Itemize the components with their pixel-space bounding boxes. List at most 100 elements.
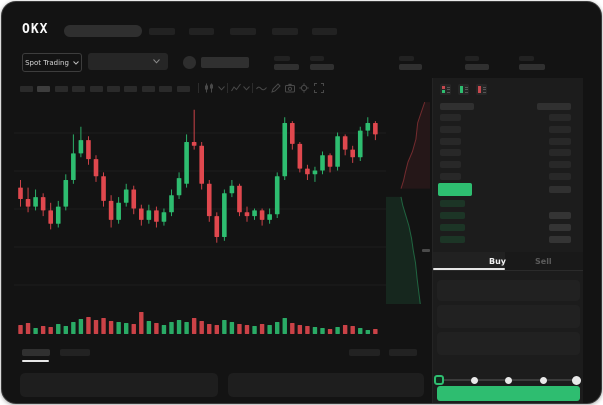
- chevron-down-icon: [153, 59, 160, 64]
- ob-bid-row-amount: [549, 236, 571, 243]
- chevron-down-icon[interactable]: [243, 86, 250, 91]
- pair-name-placeholder: [201, 57, 249, 68]
- ob-bid-row-price: [440, 200, 465, 207]
- toolbar-button-2[interactable]: [37, 86, 51, 92]
- ob-ask-row-amount: [549, 149, 571, 157]
- market-type-label: Spot Trading: [25, 58, 69, 67]
- tab-sell[interactable]: [505, 252, 583, 270]
- toolbar-button-7[interactable]: [124, 86, 138, 92]
- slider-step-3[interactable]: [505, 376, 512, 384]
- ob-ask-row-amount: [549, 137, 571, 145]
- stat-label-1: [274, 56, 290, 61]
- ob-ask-row-amount: [549, 173, 571, 180]
- depth-chart: [386, 101, 430, 304]
- line-tool-icon[interactable]: [256, 85, 267, 92]
- ob-ask-row-price: [440, 173, 461, 180]
- chevron-down-icon[interactable]: [218, 86, 225, 91]
- nav-item-5[interactable]: [312, 28, 337, 35]
- nav-item-1[interactable]: [149, 28, 175, 35]
- toolbar-button-4[interactable]: [72, 86, 86, 92]
- order-price-input[interactable]: [437, 280, 580, 301]
- orderbook-bids-icon[interactable]: [458, 84, 469, 95]
- chevron-down-icon: [73, 60, 79, 65]
- orderbook-combined-icon[interactable]: [440, 84, 451, 95]
- slider-step-2[interactable]: [470, 376, 478, 384]
- toolbar-button-3[interactable]: [54, 86, 68, 92]
- ob-last-price-amount: [549, 186, 571, 193]
- ob-bid-row[interactable]: [433, 224, 583, 231]
- ob-ask-row[interactable]: [433, 137, 583, 145]
- slider-step-5[interactable]: [572, 375, 581, 385]
- stat-value-1: [274, 64, 299, 70]
- toolbar-button-10[interactable]: [176, 86, 190, 92]
- tab-buy[interactable]: [433, 252, 505, 270]
- nav-item-2[interactable]: [189, 28, 214, 35]
- stat-label-4: [465, 56, 479, 61]
- order-amount-input[interactable]: [437, 305, 580, 328]
- ob-ask-row-amount: [549, 161, 571, 169]
- pair-selector[interactable]: [88, 53, 168, 70]
- toolbar-button-5[interactable]: [89, 86, 103, 92]
- stat-label-5: [519, 56, 534, 61]
- ob-ask-row[interactable]: [433, 161, 583, 169]
- okx-logo: OKX: [22, 22, 49, 37]
- draw-icon[interactable]: [271, 83, 281, 93]
- toolbar-button-8[interactable]: [141, 86, 155, 92]
- nav-item-3[interactable]: [230, 28, 256, 35]
- nav-item-4[interactable]: [272, 28, 298, 35]
- ob-bid-row-amount: [549, 224, 571, 231]
- bottom-tab-active[interactable]: [22, 349, 50, 356]
- order-book-panel: Buy Sell: [432, 78, 583, 403]
- ob-ask-row-price: [440, 137, 461, 145]
- tab-buy-underline: [433, 268, 505, 270]
- slider-step-4[interactable]: [539, 376, 547, 384]
- stat-value-3: [399, 64, 422, 70]
- ob-bid-row-amount: [549, 212, 571, 219]
- tabs-divider: [433, 270, 583, 271]
- stat-value-5: [519, 64, 545, 70]
- order-total-input[interactable]: [437, 332, 580, 355]
- tab-sell-label[interactable]: Sell: [535, 257, 552, 266]
- settings-icon[interactable]: [299, 83, 309, 93]
- orderbook-asks-icon[interactable]: [476, 84, 487, 95]
- fullscreen-icon[interactable]: [314, 83, 324, 93]
- candlestick-chart[interactable]: [14, 98, 386, 342]
- ob-ask-row-amount: [549, 125, 571, 133]
- toolbar-divider: [252, 83, 253, 93]
- buy-submit-button[interactable]: [437, 386, 580, 401]
- ob-bid-row-price: [440, 236, 465, 243]
- ob-ask-row[interactable]: [433, 149, 583, 157]
- ob-ask-row[interactable]: [433, 173, 583, 180]
- ob-ask-row-price: [440, 161, 461, 169]
- ob-last-price-badge[interactable]: [438, 183, 472, 196]
- ob-bid-row[interactable]: [433, 212, 583, 219]
- market-type-selector[interactable]: Spot Trading: [22, 53, 82, 72]
- indicator-icon[interactable]: [231, 83, 241, 93]
- tab-buy-label[interactable]: Buy: [489, 257, 507, 266]
- ob-bid-row[interactable]: [433, 236, 583, 243]
- ob-ask-row-price: [440, 114, 461, 121]
- bottom-control-1[interactable]: [349, 349, 380, 356]
- ob-header-amount: [537, 103, 571, 110]
- bottom-tab-2[interactable]: [60, 349, 90, 356]
- toolbar-button-9[interactable]: [159, 86, 173, 92]
- camera-icon[interactable]: [285, 83, 295, 93]
- ob-ask-row-price: [440, 125, 461, 133]
- stat-label-3: [399, 56, 414, 61]
- toolbar-button-6[interactable]: [107, 86, 120, 92]
- stat-value-2: [310, 64, 334, 70]
- bottom-control-2[interactable]: [389, 349, 417, 356]
- bottom-tab-active-underline: [22, 360, 49, 362]
- ob-ask-row[interactable]: [433, 125, 583, 133]
- toolbar-button-1[interactable]: [20, 86, 33, 92]
- ob-ask-row-price: [440, 149, 461, 157]
- ob-bid-row[interactable]: [433, 200, 583, 207]
- candles-icon[interactable]: [204, 83, 214, 93]
- amount-slider-handle[interactable]: [434, 375, 444, 385]
- ob-header-price: [440, 103, 474, 110]
- toolbar-divider: [227, 83, 228, 93]
- ob-ask-row[interactable]: [433, 114, 583, 121]
- bottom-panel-right: [228, 373, 424, 397]
- search-input[interactable]: [64, 25, 142, 37]
